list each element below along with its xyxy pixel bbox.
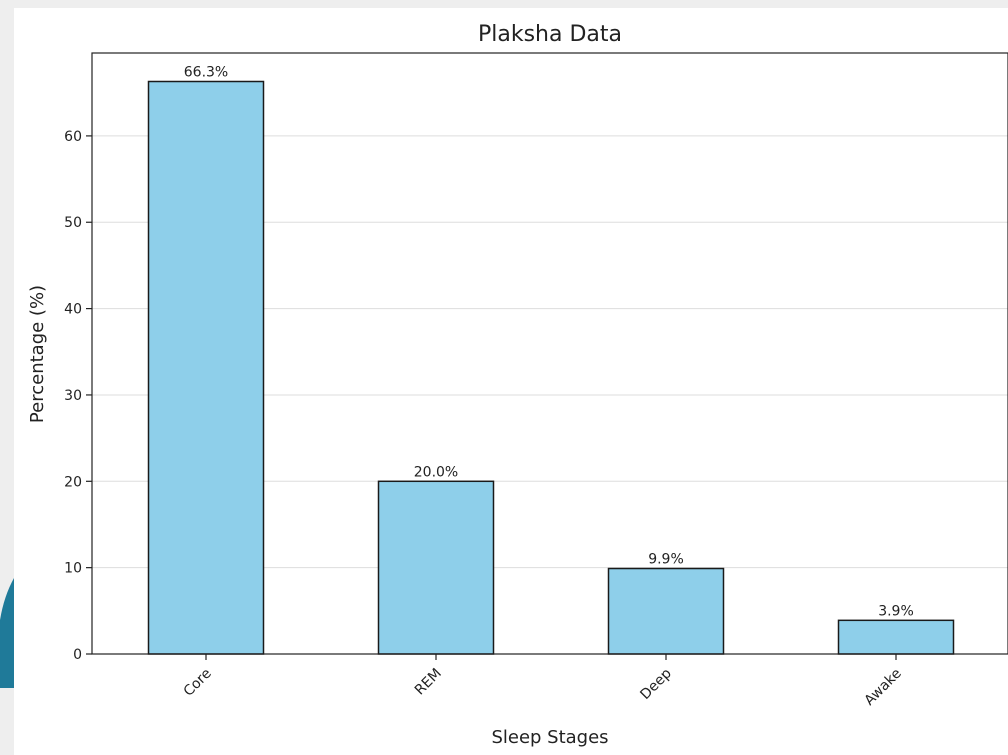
y-tick-label: 20	[64, 474, 82, 490]
bar-rem	[377, 480, 495, 655]
bar-value-label: 9.9%	[648, 552, 684, 568]
bar-value-label: 3.9%	[878, 603, 914, 619]
y-tick-label: 0	[73, 647, 82, 663]
bar-core	[147, 80, 265, 655]
y-tick-label: 60	[64, 129, 82, 145]
bar-awake	[837, 619, 955, 655]
y-tick-label: 10	[64, 561, 82, 577]
y-axis-ticks: 0 10 20 30 40 50 60	[64, 129, 92, 663]
x-axis-label: Sleep Stages	[491, 727, 608, 748]
y-tick-label: 30	[64, 388, 82, 404]
bar-value-labels: 66.3% 20.0% 9.9% 3.9%	[184, 64, 914, 619]
plot-frame	[91, 52, 1008, 655]
chart-figure: 66.3% 20.0% 9.9% 3.9% 0 10 20 30 40 50 60 Core REM…	[14, 8, 1008, 755]
bar-value-label: 20.0%	[414, 464, 458, 480]
y-axis-label: Percentage (%)	[27, 285, 48, 423]
y-tick-label: 50	[64, 215, 82, 231]
y-tick-label: 40	[64, 302, 82, 318]
chart-title: Plaksha Data	[478, 22, 622, 47]
bar-value-label: 66.3%	[184, 64, 228, 80]
